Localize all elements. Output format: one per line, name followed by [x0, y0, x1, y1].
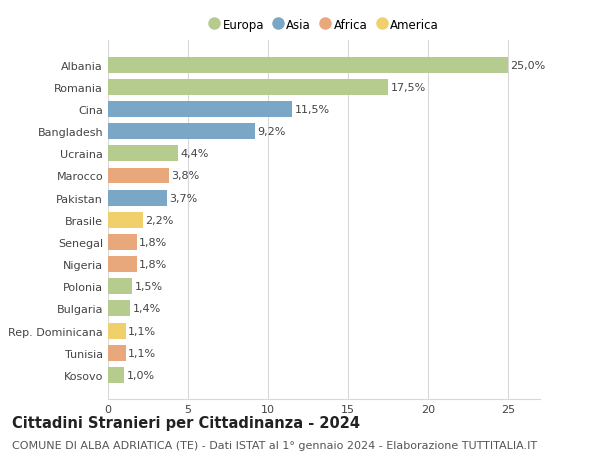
Text: 1,1%: 1,1%: [128, 348, 156, 358]
Bar: [108, 213, 143, 228]
Bar: [108, 57, 508, 73]
Text: 1,5%: 1,5%: [134, 282, 163, 291]
Bar: [108, 80, 388, 95]
Text: COMUNE DI ALBA ADRIATICA (TE) - Dati ISTAT al 1° gennaio 2024 - Elaborazione TUT: COMUNE DI ALBA ADRIATICA (TE) - Dati IST…: [12, 440, 537, 450]
Text: Cittadini Stranieri per Cittadinanza - 2024: Cittadini Stranieri per Cittadinanza - 2…: [12, 415, 360, 431]
Bar: [108, 301, 130, 317]
Text: 1,8%: 1,8%: [139, 237, 167, 247]
Bar: [108, 146, 178, 162]
Bar: [108, 235, 137, 251]
Text: 1,0%: 1,0%: [127, 370, 155, 380]
Text: 1,8%: 1,8%: [139, 259, 167, 269]
Text: 1,4%: 1,4%: [133, 304, 161, 314]
Text: 3,7%: 3,7%: [170, 193, 198, 203]
Text: 11,5%: 11,5%: [295, 105, 329, 115]
Bar: [108, 102, 292, 118]
Bar: [108, 279, 132, 295]
Bar: [108, 323, 125, 339]
Bar: [108, 168, 169, 184]
Text: 3,8%: 3,8%: [171, 171, 199, 181]
Legend: Europa, Asia, Africa, America: Europa, Asia, Africa, America: [209, 19, 439, 32]
Text: 9,2%: 9,2%: [257, 127, 286, 137]
Text: 25,0%: 25,0%: [511, 61, 545, 71]
Bar: [108, 190, 167, 206]
Bar: [108, 124, 255, 140]
Bar: [108, 345, 125, 361]
Text: 1,1%: 1,1%: [128, 326, 156, 336]
Text: 17,5%: 17,5%: [391, 83, 425, 93]
Text: 2,2%: 2,2%: [146, 215, 174, 225]
Bar: [108, 257, 137, 273]
Bar: [108, 367, 124, 383]
Text: 4,4%: 4,4%: [181, 149, 209, 159]
